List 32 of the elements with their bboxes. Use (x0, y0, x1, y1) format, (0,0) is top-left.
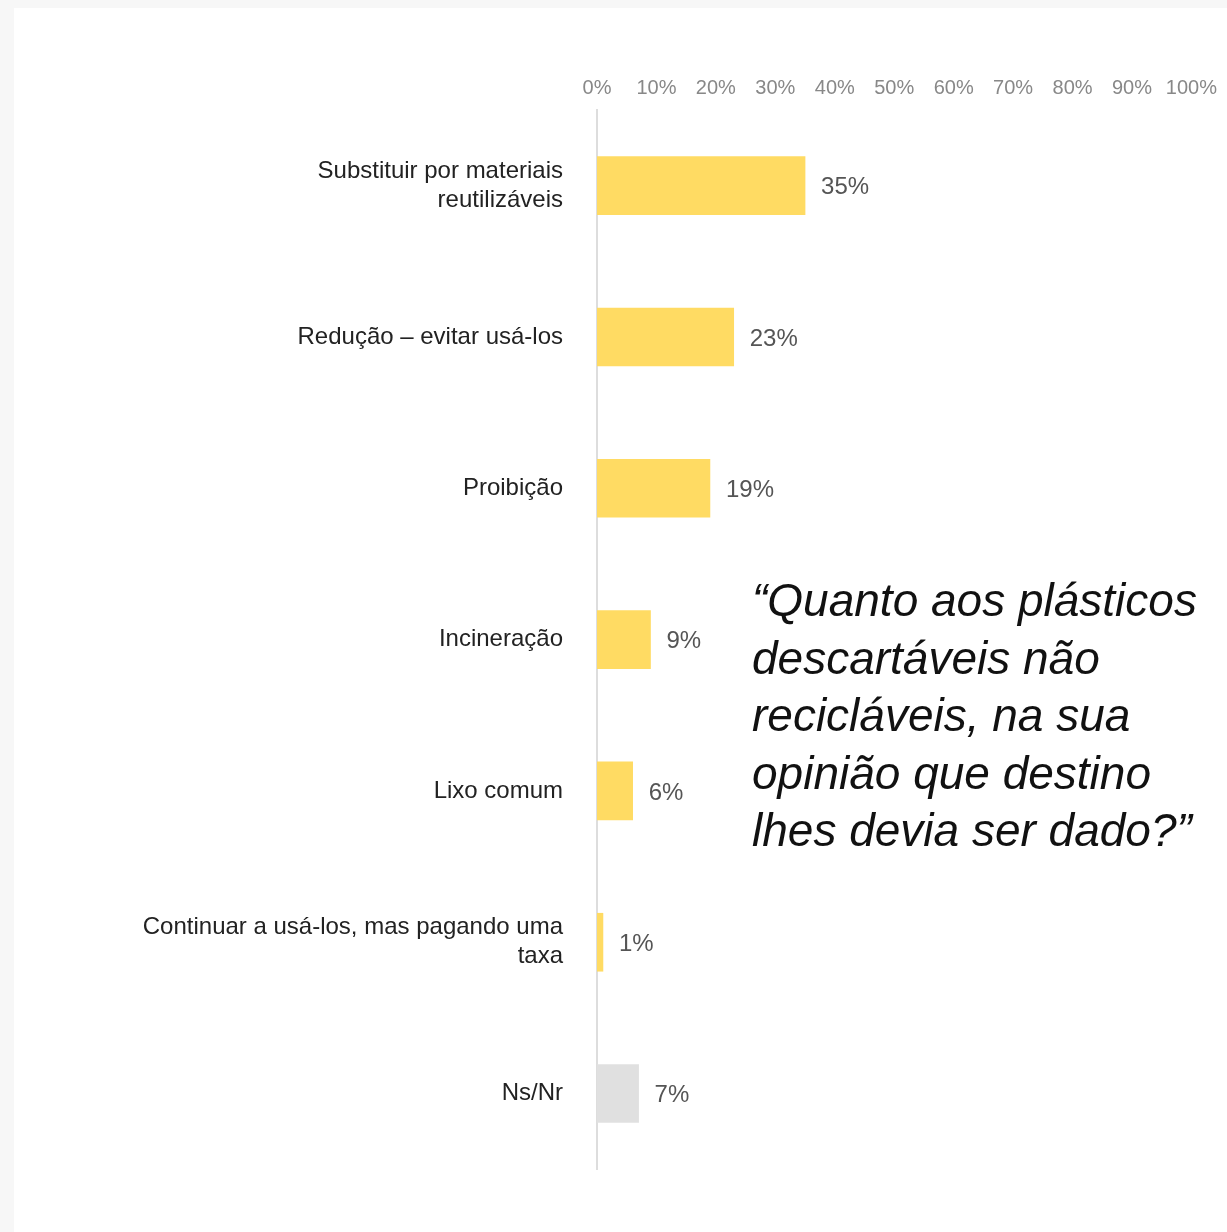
x-tick-label: 70% (993, 75, 1034, 98)
bar (597, 610, 651, 669)
bar (597, 307, 735, 367)
x-tick-label: 50% (874, 75, 915, 98)
y-tick-label: Redução – evitar usá-los (297, 321, 563, 349)
y-tick-label: Continuar a usá-los, mas pagando uma taxa (142, 912, 564, 969)
x-tick-label: 0% (582, 75, 612, 98)
bar (597, 458, 711, 518)
x-tick-label: 100% (1165, 75, 1218, 98)
x-tick-label: 40% (814, 75, 855, 98)
data-label: 9% (666, 626, 702, 654)
y-tick-label: Ns/Nr (501, 1078, 563, 1106)
data-label: 7% (654, 1080, 690, 1108)
bar (597, 912, 604, 972)
data-label: 19% (725, 474, 774, 502)
bar (597, 761, 633, 821)
y-tick-label: Substituir por materiais reutilizáveis (317, 155, 563, 212)
x-tick-label: 30% (755, 75, 796, 98)
x-tick-label: 80% (1052, 75, 1093, 98)
y-tick-label: Lixo comum (433, 775, 563, 803)
x-tick-label: 90% (1111, 75, 1153, 98)
y-tick-label: Incineração (438, 624, 563, 652)
data-label: 1% (618, 928, 654, 956)
data-label: 23% (749, 323, 798, 351)
y-tick-label: Proibição (462, 472, 563, 500)
x-tick-label: 60% (933, 75, 974, 98)
annotation: “Quanto aos plásticos descartáveis não recicláveis, na sua opinião que destino lhes devia ser dado?” (752, 573, 1198, 858)
x-tick-label: 20% (695, 75, 737, 98)
data-label: 6% (648, 777, 684, 805)
data-label: 35% (821, 172, 870, 200)
bar (597, 156, 806, 215)
x-tick-label: 10% (636, 75, 677, 98)
